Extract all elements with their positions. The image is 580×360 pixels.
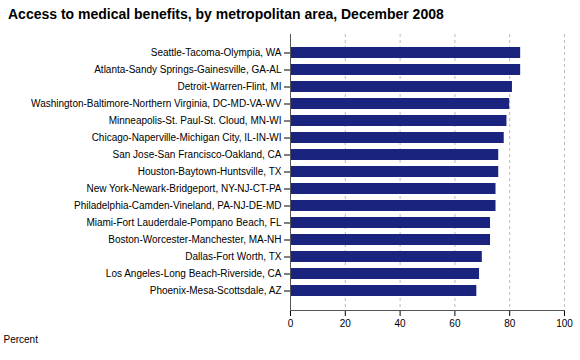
svg-text:80: 80 <box>504 318 516 329</box>
svg-text:Miami-Fort Lauderdale-Pompano: Miami-Fort Lauderdale-Pompano Beach, FL <box>86 217 282 228</box>
html-text:Access to medical benefits, by: Access to medical benefits, by metropoli… <box>8 6 444 22</box>
svg-text:Phoenix-Mesa-Scottsdale, AZ: Phoenix-Mesa-Scottsdale, AZ <box>150 285 282 296</box>
svg-text:40: 40 <box>395 318 407 329</box>
svg-text:Atlanta-Sandy Springs-Gainesvi: Atlanta-Sandy Springs-Gainesville, GA-AL <box>94 64 282 75</box>
svg-text:San Jose-San Francisco-Oakland: San Jose-San Francisco-Oakland, CA <box>113 149 282 160</box>
svg-text:Seattle-Tacoma-Olympia, WA: Seattle-Tacoma-Olympia, WA <box>151 47 282 58</box>
svg-text:Los Angeles-Long Beach-Riversi: Los Angeles-Long Beach-Riverside, CA <box>106 268 282 279</box>
svg-text:Houston-Baytown-Huntsville, TX: Houston-Baytown-Huntsville, TX <box>138 166 282 177</box>
svg-text:100: 100 <box>556 318 573 329</box>
svg-text:Percent: Percent <box>4 334 39 345</box>
svg-text:0: 0 <box>288 318 294 329</box>
svg-text:Chicago-Naperville-Michigan Ci: Chicago-Naperville-Michigan City, IL-IN-… <box>92 132 282 143</box>
svg-text:Detroit-Warren-Flint, MI: Detroit-Warren-Flint, MI <box>177 81 281 92</box>
svg-text:Washington-Baltimore-Northern: Washington-Baltimore-Northern Virginia, … <box>31 98 282 109</box>
svg-text:20: 20 <box>340 318 352 329</box>
svg-text:Minneapolis-St. Paul-St. Cloud: Minneapolis-St. Paul-St. Cloud, MN-WI <box>109 115 282 126</box>
svg-text:Boston-Worcester-Manchester, M: Boston-Worcester-Manchester, MA-NH <box>108 234 281 245</box>
svg-text:Dallas-Fort Worth, TX: Dallas-Fort Worth, TX <box>185 251 282 262</box>
svg-text:60: 60 <box>449 318 461 329</box>
svg-text:New York-Newark-Bridgeport, NY: New York-Newark-Bridgeport, NY-NJ-CT-PA <box>86 183 281 194</box>
svg-text:Philadelphia-Camden-Vineland,: Philadelphia-Camden-Vineland, PA-NJ-DE-M… <box>74 200 282 211</box>
